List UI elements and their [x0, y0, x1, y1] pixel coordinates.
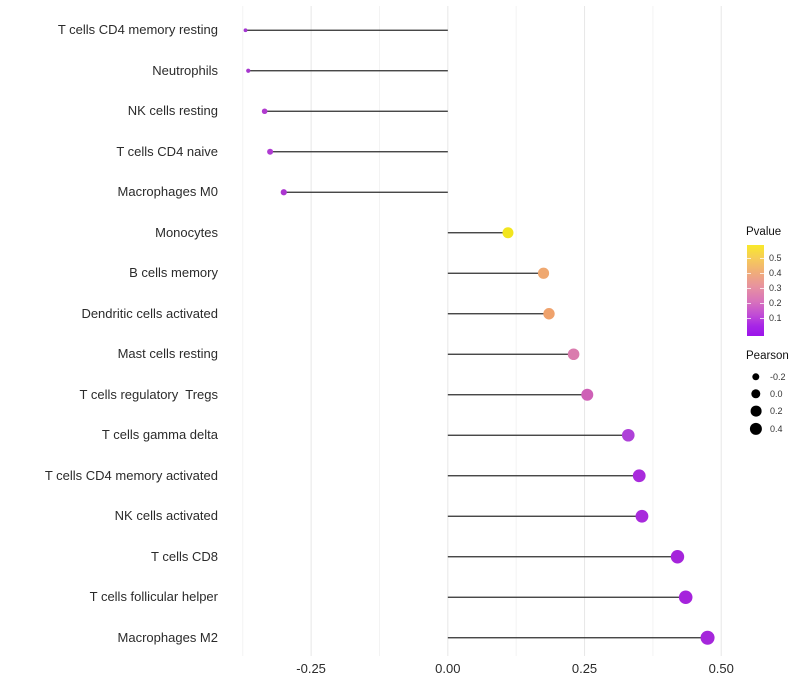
- category-label: T cells CD4 naive: [116, 143, 218, 159]
- x-tick-label: 0.50: [708, 661, 734, 676]
- category-label: T cells CD4 memory resting: [57, 22, 218, 38]
- category-label: Mast cells resting: [117, 346, 218, 362]
- colorbar-tick-mark: [747, 258, 751, 260]
- lollipop-dot: [537, 267, 550, 279]
- colorbar-tick-mark: [747, 273, 751, 275]
- colorbar-tick-mark: [760, 258, 764, 260]
- category-label: Dendritic cells activated: [81, 305, 218, 321]
- lollipop-dot: [632, 469, 646, 483]
- pearson-legend-item: 0.0: [746, 385, 800, 402]
- pearson-item-dot: [751, 389, 761, 399]
- category-label: Macrophages M2: [117, 629, 218, 645]
- colorbar-tick-label: 0.5: [769, 253, 782, 264]
- lollipop-dot: [670, 550, 685, 564]
- pearson-item-label: 0.4: [770, 423, 783, 434]
- pearson-item-label: -0.2: [770, 371, 786, 382]
- colorbar-tick-label: 0.1: [769, 312, 782, 323]
- legend-pvalue-title: Pvalue: [746, 226, 782, 238]
- category-label: T cells follicular helper: [89, 589, 218, 605]
- colorbar-tick-mark: [747, 287, 751, 289]
- lollipop-dot: [581, 388, 594, 401]
- category-label: Macrophages M0: [117, 184, 218, 200]
- colorbar-tick-mark: [747, 302, 751, 304]
- lollipop-dot: [678, 590, 693, 605]
- lollipop-dot: [502, 227, 514, 239]
- lollipop-dot: [635, 509, 649, 523]
- category-label: Neutrophils: [152, 62, 218, 78]
- pearson-legend-item: 0.2: [746, 403, 800, 420]
- x-tick-label: -0.25: [296, 661, 326, 676]
- category-label: T cells gamma delta: [101, 427, 218, 443]
- colorbar-tick-mark: [747, 317, 751, 319]
- lollipop-dot: [243, 28, 248, 33]
- lollipop-dot: [261, 108, 268, 115]
- pearson-legend-item: 0.4: [746, 420, 800, 437]
- pearson-legend-item: -0.2: [746, 368, 800, 385]
- category-label: Monocytes: [155, 224, 218, 240]
- category-label: T cells CD8: [151, 548, 218, 564]
- lollipop-dot: [567, 348, 580, 361]
- category-label: NK cells resting: [127, 103, 218, 119]
- pearson-item-dot: [749, 422, 763, 435]
- pearson-item-label: 0.2: [770, 406, 783, 417]
- colorbar-tick-label: 0.2: [769, 297, 782, 308]
- category-label: T cells regulatory Tregs: [79, 386, 218, 402]
- pearson-item-label: 0.0: [770, 388, 783, 399]
- lollipop-dot: [621, 428, 635, 442]
- legend-pvalue: Pvalue 0.5 0.4 0.3 0.2 0.1: [746, 226, 800, 336]
- colorbar-tick-mark: [760, 317, 764, 319]
- colorbar-tick-mark: [760, 273, 764, 275]
- lollipop-dot: [543, 308, 555, 320]
- lollipop-dot: [267, 148, 274, 155]
- pvalue-colorbar: [747, 245, 764, 336]
- lollipop-dot: [280, 189, 287, 196]
- lollipop-dot: [700, 630, 715, 645]
- legend-pearson: Pearson -0.2 0.0 0.2 0.4: [746, 350, 800, 437]
- x-tick-label: 0.25: [571, 661, 598, 676]
- colorbar-tick-mark: [760, 302, 764, 304]
- colorbar-tick-mark: [760, 287, 764, 289]
- x-tick-label: 0.00: [435, 661, 461, 676]
- lollipop-dot: [246, 68, 251, 73]
- pearson-item-dot: [750, 405, 762, 417]
- colorbar-tick-label: 0.3: [769, 282, 782, 293]
- legend-pearson-title: Pearson: [746, 350, 789, 362]
- legend-pearson-items: -0.2 0.0 0.2 0.4: [746, 368, 800, 437]
- category-label: T cells CD4 memory activated: [44, 467, 218, 483]
- category-label: NK cells activated: [114, 508, 218, 524]
- pearson-item-dot: [752, 372, 760, 381]
- colorbar-tick-label: 0.4: [769, 268, 782, 279]
- category-label: B cells memory: [129, 265, 218, 281]
